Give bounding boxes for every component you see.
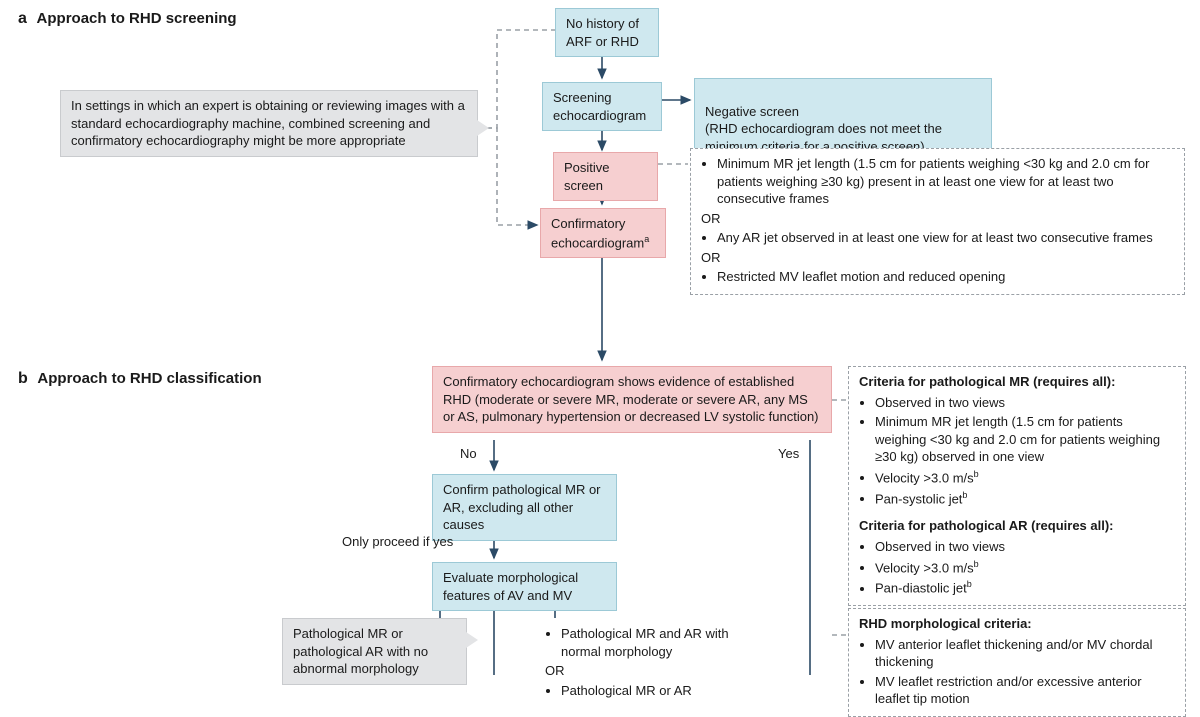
confirmatory-text: Confirmatory echocardiogram bbox=[551, 216, 644, 250]
morph-1: MV anterior leaflet thickening and/or MV… bbox=[875, 636, 1175, 671]
section-b-header: b Approach to RHD classification bbox=[18, 370, 262, 388]
pos-crit-or1: OR bbox=[701, 210, 1174, 228]
negative-screen-text: Negative screen (RHD echocardiogram does… bbox=[705, 104, 942, 154]
confirm-path-text: Confirm pathological MR or AR, excluding… bbox=[443, 482, 601, 532]
evaluate-text: Evaluate morphological features of AV an… bbox=[443, 570, 578, 603]
morph-2: MV leaflet restriction and/or excessive … bbox=[875, 673, 1175, 708]
positive-screen-text: Positive screen bbox=[564, 160, 610, 193]
rb-1: Pathological MR and AR with normal morph… bbox=[561, 625, 747, 660]
evaluate-box: Evaluate morphological features of AV an… bbox=[432, 562, 617, 611]
only-proceed-label: Only proceed if yes bbox=[342, 534, 453, 549]
expert-note-text: In settings in which an expert is obtain… bbox=[71, 98, 465, 148]
positive-screen-box: Positive screen bbox=[553, 152, 658, 201]
morph-head: RHD morphological criteria: bbox=[859, 615, 1175, 633]
mr-3: Velocity >3.0 m/sb bbox=[875, 468, 1175, 487]
pos-crit-or2: OR bbox=[701, 249, 1174, 267]
pos-crit-3: Restricted MV leaflet motion and reduced… bbox=[717, 268, 1174, 286]
established-box: Confirmatory echocardiogram shows eviden… bbox=[432, 366, 832, 433]
rb-2: Pathological MR or AR bbox=[561, 682, 747, 700]
no-history-text: No history of ARF or RHD bbox=[566, 16, 639, 49]
confirmatory-box: Confirmatory echocardiograma bbox=[540, 208, 666, 258]
established-text: Confirmatory echocardiogram shows eviden… bbox=[443, 374, 819, 424]
morph-criteria-box: RHD morphological criteria: MV anterior … bbox=[848, 608, 1186, 717]
left-grey-pointer bbox=[466, 632, 478, 648]
section-a-letter: a bbox=[18, 10, 27, 27]
screening-text: Screening echocardiogram bbox=[553, 90, 646, 123]
confirmatory-sup: a bbox=[644, 234, 649, 244]
expert-note: In settings in which an expert is obtain… bbox=[60, 90, 478, 157]
label-no: No bbox=[460, 446, 477, 461]
ar-head: Criteria for pathological AR (requires a… bbox=[859, 517, 1175, 535]
no-history-box: No history of ARF or RHD bbox=[555, 8, 659, 57]
label-yes: Yes bbox=[778, 446, 799, 461]
section-a-header: a Approach to RHD screening bbox=[18, 10, 237, 28]
pos-crit-1: Minimum MR jet length (1.5 cm for patien… bbox=[717, 155, 1174, 208]
ar-1: Observed in two views bbox=[875, 538, 1175, 556]
positive-criteria-box: Minimum MR jet length (1.5 cm for patien… bbox=[690, 148, 1185, 295]
mr-1: Observed in two views bbox=[875, 394, 1175, 412]
right-bullets-box: Pathological MR and AR with normal morph… bbox=[538, 618, 758, 708]
mr-head: Criteria for pathological MR (requires a… bbox=[859, 373, 1175, 391]
ar-2: Velocity >3.0 m/sb bbox=[875, 558, 1175, 577]
mr-2: Minimum MR jet length (1.5 cm for patien… bbox=[875, 413, 1175, 466]
confirm-path-box: Confirm pathological MR or AR, excluding… bbox=[432, 474, 617, 541]
section-a-title: Approach to RHD screening bbox=[37, 10, 237, 27]
pos-crit-2: Any AR jet observed in at least one view… bbox=[717, 229, 1174, 247]
section-b-title: Approach to RHD classification bbox=[37, 370, 261, 387]
expert-note-pointer bbox=[477, 120, 489, 136]
screening-box: Screening echocardiogram bbox=[542, 82, 662, 131]
left-grey-text: Pathological MR or pathological AR with … bbox=[293, 626, 428, 676]
ar-3: Pan-diastolic jetb bbox=[875, 578, 1175, 597]
mr-4: Pan-systolic jetb bbox=[875, 489, 1175, 508]
section-b-letter: b bbox=[18, 370, 28, 387]
rb-or: OR bbox=[545, 662, 747, 680]
criteria-mr-ar-box: Criteria for pathological MR (requires a… bbox=[848, 366, 1186, 606]
